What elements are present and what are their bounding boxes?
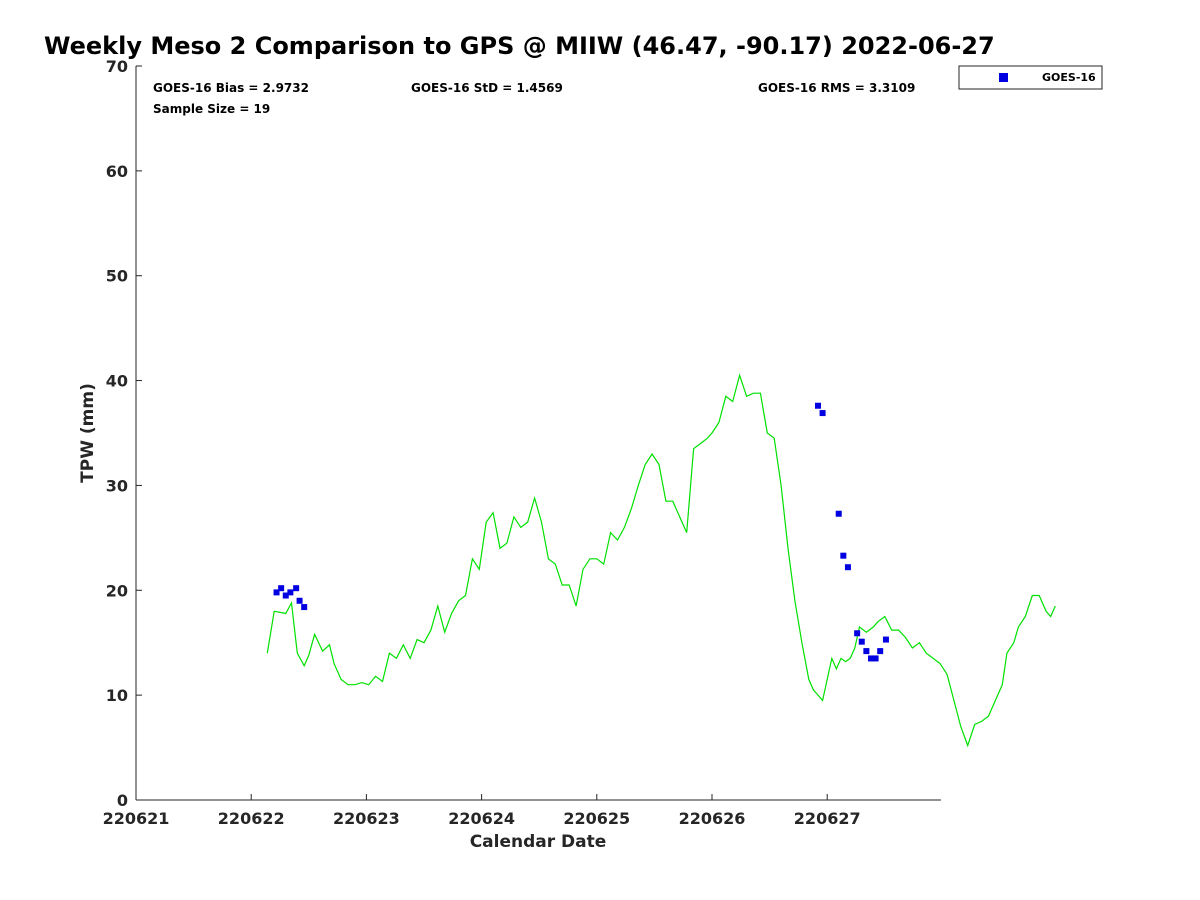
goes16-point — [858, 638, 865, 645]
x-tick-label: 220621 — [103, 809, 170, 828]
goes16-point — [877, 648, 884, 655]
x-axis-label: Calendar Date — [470, 832, 607, 852]
x-tick-label: 220623 — [333, 809, 400, 828]
x-axis-ticks: 220621 220622 220623 220624 220625 220626 2206… — [103, 794, 861, 828]
x-tick-label: 220624 — [448, 809, 515, 828]
series-layer — [266, 373, 1056, 748]
goes16-point — [293, 585, 300, 592]
y-tick-label: 0 — [117, 791, 128, 810]
goes16-point — [819, 410, 826, 417]
x-tick-label: 220625 — [563, 809, 630, 828]
sample-size-stat: Sample Size = 19 — [153, 102, 270, 116]
y-axis-label: TPW (mm) — [78, 383, 98, 483]
y-tick-label: 40 — [106, 372, 128, 391]
y-tick-label: 50 — [106, 267, 128, 286]
std-stat: GOES-16 StD = 1.4569 — [411, 81, 563, 95]
goes16-point — [882, 636, 889, 643]
goes16-point — [814, 402, 821, 409]
rms-stat: GOES-16 RMS = 3.3109 — [758, 81, 915, 95]
goes16-point — [282, 592, 289, 599]
y-tick-label: 20 — [106, 581, 128, 600]
goes16-point — [278, 585, 285, 592]
x-tick-label: 220627 — [794, 809, 861, 828]
y-tick-label: 10 — [106, 686, 128, 705]
goes16-point — [867, 655, 874, 662]
y-tick-label: 70 — [106, 57, 128, 76]
goes16-point — [273, 589, 280, 596]
goes16-point — [844, 564, 851, 571]
legend-marker-goes16 — [999, 73, 1008, 82]
goes16-point — [301, 604, 308, 611]
goes16-point — [835, 510, 842, 517]
gps-tpw-line — [266, 373, 1056, 748]
y-tick-label: 60 — [106, 162, 128, 181]
legend-box — [958, 65, 1103, 90]
goes16-point — [872, 655, 879, 662]
bias-stat: GOES-16 Bias = 2.9732 — [153, 81, 309, 95]
y-axis-ticks: 0 10 20 30 40 50 60 70 — [106, 57, 142, 810]
legend-label-goes16: GOES-16 — [1042, 71, 1096, 84]
goes16-point — [854, 630, 861, 637]
plot-area — [136, 66, 941, 800]
x-tick-label: 220622 — [218, 809, 285, 828]
chart-title: Weekly Meso 2 Comparison to GPS @ MIIW (… — [44, 32, 995, 60]
goes16-point — [863, 648, 870, 655]
goes16-point — [287, 589, 294, 596]
goes16-point — [296, 597, 303, 604]
legend: GOES-16 — [958, 65, 1103, 90]
goes16-point — [840, 552, 847, 559]
x-tick-label: 220626 — [679, 809, 746, 828]
y-tick-label: 30 — [106, 476, 128, 495]
